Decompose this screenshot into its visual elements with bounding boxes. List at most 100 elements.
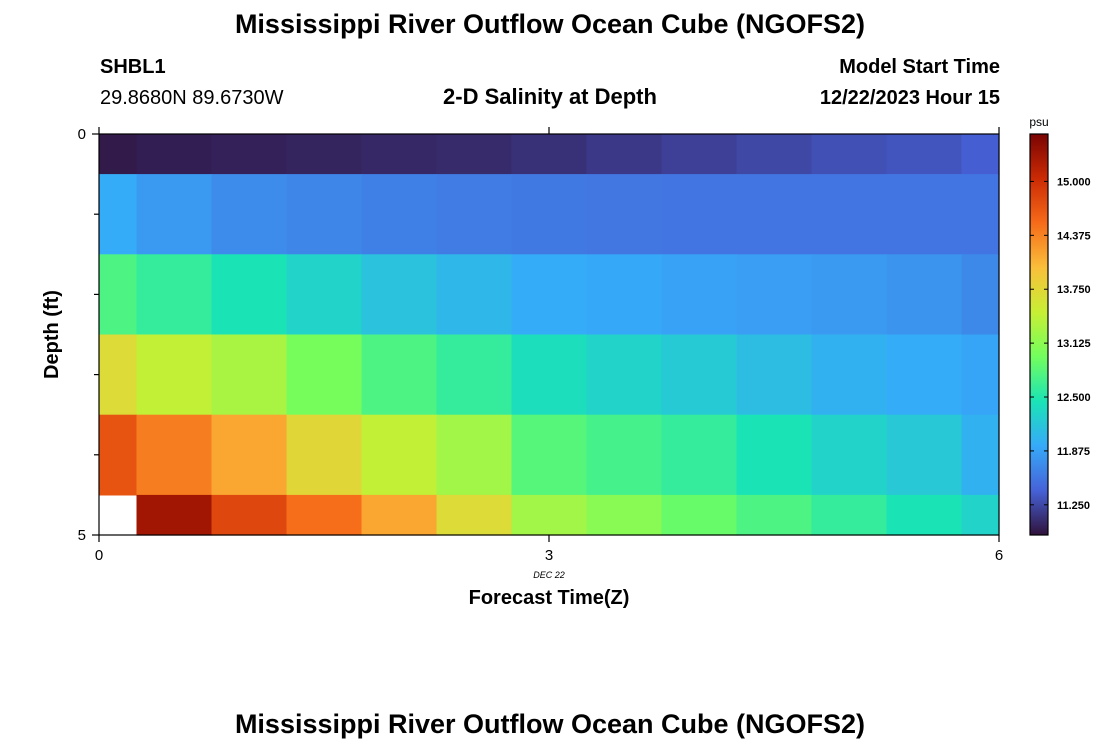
y-axis-label: Depth (ft) <box>41 290 63 379</box>
heatmap-cell <box>736 494 813 536</box>
heatmap-cell <box>436 254 513 336</box>
heatmap-cell <box>511 134 588 175</box>
heatmap-cell <box>811 174 888 255</box>
heatmap-cell <box>736 414 813 496</box>
heatmap-cell <box>886 334 963 416</box>
heatmap-cell <box>136 254 213 336</box>
heatmap-cell <box>961 134 1000 175</box>
heatmap-cell <box>286 414 363 496</box>
heatmap-cell <box>99 254 138 336</box>
heatmap-cell <box>361 334 438 416</box>
heatmap-cell <box>436 494 513 536</box>
plot-title: 2-D Salinity at Depth <box>443 84 657 109</box>
heatmap-cell <box>886 414 963 496</box>
heatmap-cell <box>361 174 438 255</box>
x-axis-label: Forecast Time(Z) <box>469 587 630 609</box>
colorbar-tick-label: 14.375 <box>1057 230 1091 242</box>
page-title: Mississippi River Outflow Ocean Cube (NG… <box>234 9 866 39</box>
heatmap-cell <box>511 254 588 336</box>
heatmap-cell <box>136 174 213 255</box>
heatmap-cell <box>811 414 888 496</box>
heatmap-cell <box>286 334 363 416</box>
heatmap-cell <box>511 494 588 536</box>
heatmap-cell <box>586 174 663 255</box>
heatmap-cell <box>961 254 1000 336</box>
colorbar: psu 11.250 11.875 12.500 13.125 13.750 14.375 1… <box>1029 115 1091 536</box>
colorbar-tick-label: 12.500 <box>1057 392 1091 404</box>
heatmap-cell <box>961 334 1000 416</box>
heatmap-cell <box>211 414 288 496</box>
model-start-time: 12/22/2023 Hour 15 <box>819 87 1000 109</box>
heatmap-cell <box>211 494 288 536</box>
heatmap-cell <box>886 494 963 536</box>
x-tick-label: 3 <box>545 547 553 564</box>
x-tick-label: 0 <box>95 547 103 564</box>
heatmap-cell <box>811 134 888 175</box>
heatmap-cell <box>886 174 963 255</box>
heatmap-cell <box>736 254 813 336</box>
heatmap-cell <box>99 414 138 496</box>
colorbar-tick-label: 13.750 <box>1057 284 1091 296</box>
heatmap-cell <box>436 334 513 416</box>
colorbar-tick-label: 11.875 <box>1057 446 1090 458</box>
heatmap-cell <box>211 254 288 336</box>
heatmap-cell <box>961 174 1000 255</box>
heatmap-cell <box>511 414 588 496</box>
heatmap-cell <box>99 334 138 416</box>
heatmap-cell <box>736 134 813 175</box>
heatmap-cell <box>436 134 513 175</box>
heatmap-cell <box>736 174 813 255</box>
colorbar-tick-label: 13.125 <box>1057 338 1091 350</box>
heatmap-cell <box>661 414 738 496</box>
heatmap-cell <box>586 334 663 416</box>
heatmap-cell <box>661 134 738 175</box>
heatmap-cell <box>361 134 438 175</box>
date-label: DEC 22 <box>533 570 565 580</box>
y-tick-label: 0 <box>78 126 86 143</box>
heatmap-cell <box>361 414 438 496</box>
station-coords: 29.8680N 89.6730W <box>100 87 284 109</box>
heatmap-cell <box>661 334 738 416</box>
heatmap-cell <box>286 494 363 536</box>
y-tick-label: 5 <box>78 527 86 544</box>
heatmap-cell <box>286 134 363 175</box>
heatmap-cell <box>436 174 513 255</box>
heatmap-cells <box>99 134 1000 536</box>
heatmap-cell <box>136 414 213 496</box>
heatmap-cell <box>961 494 1000 536</box>
colorbar-gradient <box>1029 133 1049 536</box>
heatmap-cell <box>286 174 363 255</box>
heatmap-cell <box>136 134 213 175</box>
model-start-label: Model Start Time <box>839 56 1000 78</box>
heatmap-cell <box>586 414 663 496</box>
heatmap-cell <box>586 134 663 175</box>
heatmap-cell <box>511 334 588 416</box>
heatmap-cell <box>211 334 288 416</box>
heatmap-cell <box>961 414 1000 496</box>
heatmap-cell <box>811 334 888 416</box>
heatmap-cell <box>511 174 588 255</box>
heatmap-cell <box>661 254 738 336</box>
colorbar-tick-label: 11.250 <box>1057 500 1090 512</box>
heatmap-cell <box>99 174 138 255</box>
x-tick-label: 6 <box>995 547 1003 564</box>
heatmap-cell <box>811 494 888 536</box>
heatmap-cell <box>661 174 738 255</box>
heatmap-cell <box>436 414 513 496</box>
colorbar-label: psu <box>1029 115 1048 129</box>
heatmap-cell <box>361 254 438 336</box>
station-id: SHBL1 <box>100 56 166 78</box>
heatmap-cell <box>286 254 363 336</box>
heatmap-cell <box>586 494 663 536</box>
heatmap-cell <box>811 254 888 336</box>
heatmap-cell <box>886 254 963 336</box>
heatmap-cell <box>136 494 213 536</box>
heatmap-cell <box>886 134 963 175</box>
heatmap-cell <box>661 494 738 536</box>
heatmap-cell <box>736 334 813 416</box>
heatmap-cell <box>211 134 288 175</box>
heatmap-cell <box>136 334 213 416</box>
footer-title: Mississippi River Outflow Ocean Cube (NG… <box>234 709 866 739</box>
